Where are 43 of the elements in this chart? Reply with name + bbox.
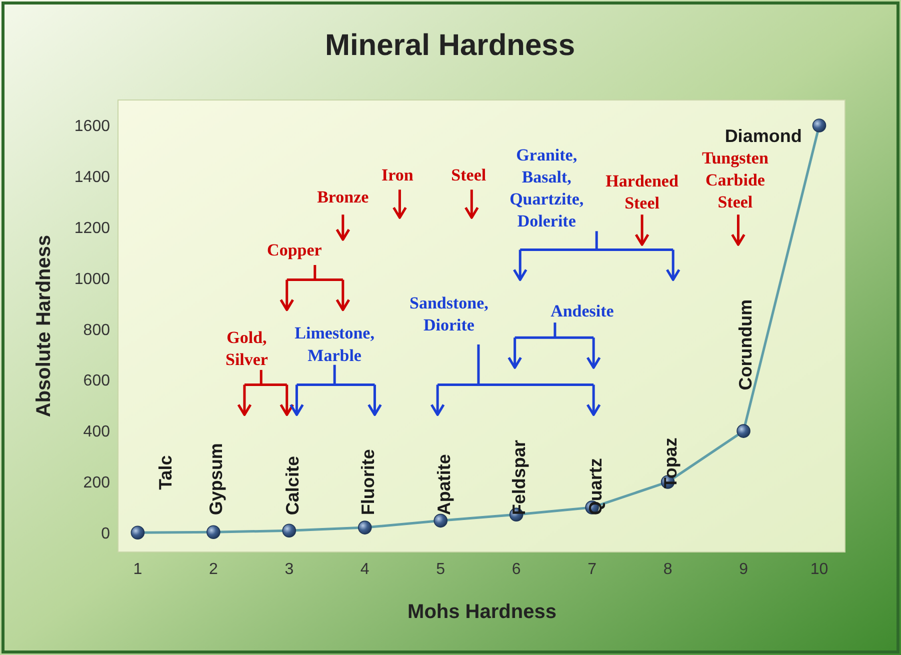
annotation: Topaz	[660, 438, 680, 488]
y-tick-label: 1600	[74, 118, 110, 136]
y-tick-label: 600	[83, 372, 110, 390]
x-axis-title: Mohs Hardness	[408, 601, 556, 623]
annotation: Sandstone, Diorite	[409, 294, 488, 335]
x-tick-label: 2	[208, 561, 218, 578]
y-tick-label: 1200	[74, 220, 110, 237]
annotation: Bronze	[317, 187, 370, 206]
annotation: Gypsum	[206, 443, 226, 516]
annotation: Copper	[267, 240, 322, 260]
y-tick-label: 200	[83, 474, 110, 492]
y-tick-label: 1000	[74, 270, 110, 288]
y-tick-label: 0	[101, 526, 110, 542]
annotation: Corundum	[735, 299, 756, 390]
y-tick-label: 800	[83, 322, 110, 339]
annotation: Feldspar	[508, 440, 529, 516]
annotation: Granite, Basalt, Quartzite, Dolerite	[510, 145, 584, 231]
annotation: Andesite	[550, 302, 614, 321]
x-tick-label: 10	[810, 561, 828, 578]
chart-title: Mineral Hardness	[324, 29, 576, 62]
x-tick-label: 6	[512, 561, 521, 578]
annotation: Talc	[155, 455, 176, 490]
annotation: Quartz	[585, 458, 606, 516]
annotation: Hardened Steel	[606, 171, 679, 213]
y-tick-label: 1400	[74, 168, 110, 186]
annotation: Iron	[382, 166, 414, 185]
annotation: Tungsten Carbide Steel	[702, 148, 769, 212]
annotation: Diamond	[724, 126, 802, 146]
annotation: Limestone, Marble	[294, 324, 374, 365]
x-tick-label: 1	[133, 561, 142, 578]
annotation: Steel	[451, 166, 486, 185]
x-tick-label: 3	[284, 561, 294, 578]
x-tick-label: 4	[360, 561, 370, 578]
annotation: Fluorite	[358, 449, 378, 516]
x-tick-label: 7	[588, 561, 597, 578]
annotation: Calcite	[282, 456, 302, 516]
y-axis-title: Absolute Hardness	[33, 234, 55, 418]
annotation: Apatite	[434, 454, 454, 516]
x-tick-label: 5	[436, 561, 446, 578]
y-tick-label: 400	[83, 424, 110, 441]
x-tick-label: 9	[739, 561, 748, 578]
annotation: Gold, Silver	[225, 328, 268, 369]
x-tick-label: 8	[663, 561, 672, 578]
